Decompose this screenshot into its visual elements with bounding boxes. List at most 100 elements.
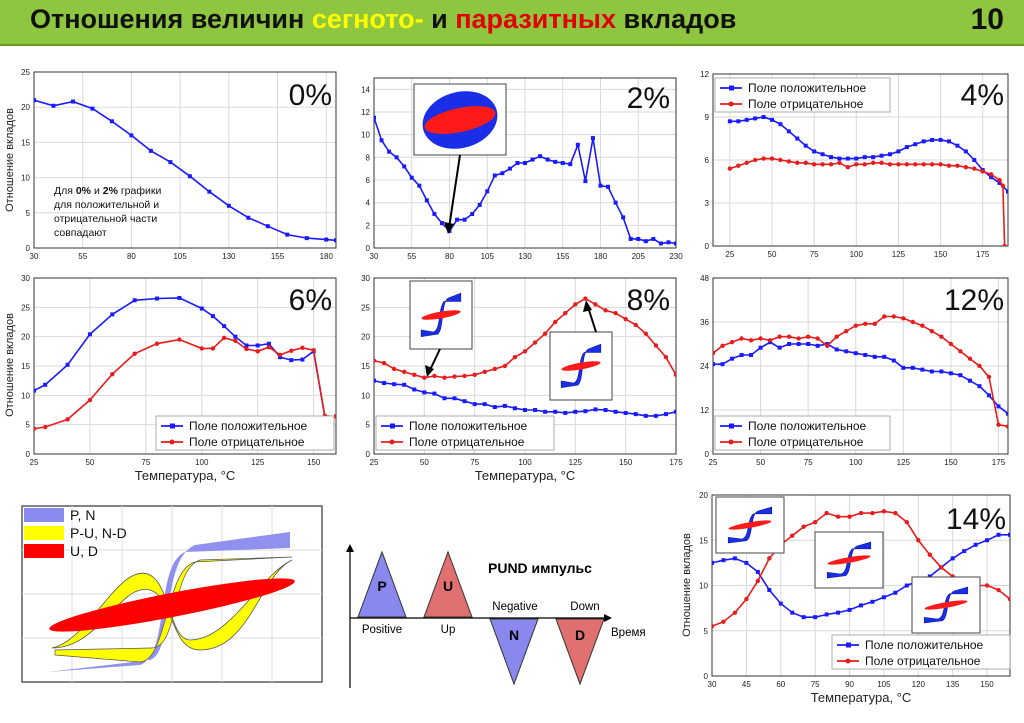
data-point — [836, 610, 841, 615]
data-point — [470, 212, 475, 216]
pund-title: PUND импульс — [488, 560, 592, 576]
x-tick-label: 125 — [897, 458, 911, 467]
data-point — [333, 414, 336, 419]
data-point — [222, 324, 227, 329]
x-tick-label: 50 — [85, 458, 94, 467]
legend-label: Поле отрицательное — [865, 654, 981, 668]
data-point — [613, 409, 618, 414]
data-point — [863, 353, 868, 357]
data-point — [986, 374, 992, 380]
data-point — [502, 403, 507, 408]
plot-frame — [711, 494, 1011, 677]
y-tick-label: 15 — [21, 138, 30, 147]
x-tick-label: 150 — [307, 458, 321, 467]
data-point — [391, 366, 397, 372]
data-point — [847, 607, 852, 612]
data-point — [812, 149, 817, 154]
data-point — [300, 345, 305, 351]
x-tick-label: 50 — [768, 250, 777, 259]
x-tick-label: 75 — [811, 680, 820, 689]
data-point — [744, 596, 749, 602]
data-point — [1006, 189, 1008, 194]
data-point — [854, 162, 859, 167]
data-point — [663, 412, 668, 417]
data-point — [374, 115, 376, 120]
data-point — [853, 351, 858, 356]
data-point — [859, 603, 863, 608]
inset-loop-red — [424, 106, 496, 134]
data-point — [432, 212, 437, 216]
inset-8pct-left — [409, 280, 473, 350]
data-point — [777, 334, 782, 339]
data-point — [606, 184, 611, 189]
plot-frame — [712, 73, 1009, 247]
data-point — [187, 174, 192, 179]
data-point — [834, 334, 839, 339]
arrow-head — [444, 222, 454, 234]
pund-diagram: P U N D PUND импульс Positive Up Negative Down Вр… — [346, 544, 646, 688]
y-tick-label: 0 — [26, 244, 31, 253]
x-tick-label: 105 — [877, 680, 891, 689]
data-point — [712, 624, 715, 629]
data-point — [154, 341, 160, 346]
data-point — [744, 160, 749, 166]
data-point — [210, 346, 216, 351]
inset-14pct-1 — [715, 496, 785, 554]
y-tick-label: 3 — [705, 199, 710, 208]
data-point — [374, 358, 377, 363]
data-point — [837, 160, 842, 166]
data-point — [744, 560, 749, 565]
data-point — [168, 160, 173, 165]
data-point — [748, 338, 754, 343]
data-point — [815, 336, 820, 341]
data-point — [801, 524, 806, 529]
y-tick-label: 5 — [366, 421, 371, 430]
data-point — [674, 409, 676, 414]
x-tick-label: 80 — [445, 252, 454, 261]
x-tick-label: 75 — [141, 458, 150, 467]
y-tick-label: 15 — [21, 362, 30, 371]
data-point — [887, 162, 893, 167]
x-tick-label: 55 — [407, 252, 416, 261]
data-point — [795, 160, 800, 166]
data-point — [778, 601, 783, 606]
pund-arrow — [346, 544, 354, 552]
data-point — [412, 387, 417, 392]
data-point — [132, 351, 137, 356]
loops-figure: P, N P-U, N-D U, D — [21, 505, 323, 683]
y-tick-label: 15 — [699, 536, 708, 545]
data-point — [913, 162, 918, 167]
data-point — [813, 615, 818, 620]
data-point — [769, 156, 775, 161]
data-point — [786, 159, 792, 164]
data-point — [462, 217, 467, 222]
data-point — [244, 346, 249, 352]
data-point — [324, 237, 329, 242]
data-point — [986, 393, 991, 398]
data-point — [304, 236, 309, 241]
data-point — [42, 424, 48, 430]
loop-pund-body — [51, 559, 293, 651]
data-point — [896, 162, 901, 167]
data-point — [199, 346, 204, 351]
data-point — [801, 615, 806, 620]
data-point — [109, 119, 114, 124]
data-point — [289, 358, 294, 363]
chart-title: 8% — [627, 284, 670, 317]
data-point — [904, 145, 909, 150]
y-tick-label: 25 — [21, 68, 30, 77]
x-tick-label: 25 — [725, 250, 734, 259]
y-tick-label: 0 — [366, 450, 371, 459]
data-point — [904, 162, 910, 167]
data-point — [732, 610, 738, 615]
data-point — [653, 413, 658, 418]
legend-box — [831, 634, 1011, 670]
loops-legend-swatch — [24, 526, 64, 540]
y-axis-label: Отношение вкладов — [4, 313, 16, 417]
data-point — [901, 316, 906, 321]
loops-legend-label: P, N — [70, 507, 95, 523]
arrow-head — [583, 300, 592, 312]
y-axis-label: Отношение вкладов — [681, 533, 693, 637]
data-point — [770, 117, 774, 122]
y-tick-label: 10 — [21, 174, 30, 183]
